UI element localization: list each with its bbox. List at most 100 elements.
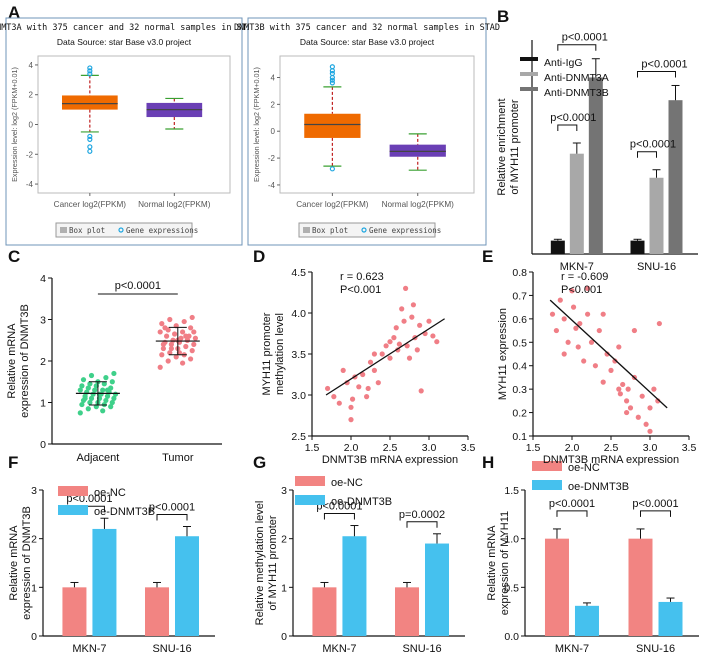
data-point <box>188 356 194 362</box>
data-point <box>365 385 371 392</box>
outlier-point <box>87 136 93 142</box>
legend-entry: Anti-IgG <box>544 57 583 69</box>
panel-letter-h: H <box>482 453 494 472</box>
y-tick-label: 0 <box>40 439 46 451</box>
significance-label: p<0.0001 <box>316 501 362 513</box>
data-point <box>581 358 587 364</box>
data-point <box>393 325 399 331</box>
y-tick-label: 1.0 <box>504 534 519 546</box>
data-point <box>616 344 622 350</box>
data-point <box>344 380 350 386</box>
bar-oe-nc <box>628 538 653 636</box>
x-tick-label: Adjacent <box>76 452 119 464</box>
y-tick-label: -4 <box>26 180 34 189</box>
y-axis-label: of MYH11 promoter <box>267 515 279 611</box>
y-tick-label: 2 <box>29 91 34 100</box>
data-point <box>85 406 91 412</box>
bar-oe-dnmt3b <box>92 528 117 636</box>
x-tick-label: MKN-7 <box>560 261 594 273</box>
legend-swatch <box>520 87 538 91</box>
data-point <box>625 386 631 392</box>
box-header: DNMT3B with 375 cancer and 32 normal sam… <box>234 23 500 33</box>
outlier-point <box>87 65 93 71</box>
y-axis-label: MYH11 expression <box>497 308 509 400</box>
panel-letter-d: D <box>253 247 265 266</box>
bar-oe-nc <box>62 587 87 636</box>
data-point <box>549 311 556 317</box>
correlation-r: r = -0.609 <box>561 271 608 283</box>
data-point <box>635 414 641 420</box>
data-point <box>655 398 661 404</box>
data-point <box>639 393 645 399</box>
bar-oe-nc <box>544 538 569 636</box>
significance-bracket <box>556 510 588 517</box>
box-panel-frame <box>247 17 487 246</box>
outlier-point <box>329 166 335 172</box>
data-point <box>585 311 591 317</box>
y-tick-label: 0.8 <box>512 267 527 279</box>
significance-bracket <box>557 44 597 51</box>
bar-oe-dnmt3b <box>574 605 599 636</box>
y-axis-label: Expression level: log2 (FPKM+0.01) <box>10 67 19 182</box>
significance-label: p<0.0001 <box>641 58 687 70</box>
panel-letter-e: E <box>482 247 493 266</box>
data-point <box>624 398 630 404</box>
data-point <box>557 297 563 303</box>
panel-letter-b: B <box>497 7 509 26</box>
data-point <box>356 384 362 390</box>
bar-oe-dnmt3b <box>658 601 683 636</box>
data-point <box>656 320 662 327</box>
data-point <box>371 351 377 357</box>
outlier-point <box>329 70 335 77</box>
data-point <box>183 333 189 339</box>
x-tick-label: MKN-7 <box>72 643 106 655</box>
x-axis-label: DNMT3B mRNA expression <box>543 454 679 466</box>
data-point <box>612 358 618 364</box>
y-tick-label: 3.5 <box>291 349 306 361</box>
plot-area <box>279 55 475 194</box>
data-point <box>608 367 614 373</box>
data-point <box>87 399 93 406</box>
y-tick-label: 0 <box>281 631 287 643</box>
y-tick-label: 0.3 <box>512 384 527 396</box>
bar-anti-igg <box>630 240 645 254</box>
data-point <box>588 339 595 345</box>
data-point <box>77 387 83 393</box>
x-tick-label: Cancer log2(FPKM) <box>54 200 127 209</box>
y-tick-label: 1 <box>40 398 46 410</box>
data-point <box>165 358 171 364</box>
legend-swatch <box>532 461 562 471</box>
box-cancer <box>62 95 118 110</box>
y-tick-label: 0.4 <box>512 361 527 373</box>
data-point <box>349 396 356 402</box>
x-tick-label: 2.5 <box>383 442 398 454</box>
legend-swatch <box>532 480 562 490</box>
x-tick-label: 3.0 <box>422 442 437 454</box>
data-point <box>600 311 606 317</box>
y-tick-label: 0.1 <box>512 431 527 443</box>
data-point <box>159 321 165 327</box>
y-axis-label: expression of DNMT3B <box>21 506 33 620</box>
bar-anti-dnmt3b <box>588 77 603 254</box>
data-point <box>157 329 163 335</box>
legend-entry: Gene expressions <box>126 226 198 235</box>
data-point <box>168 345 174 352</box>
y-tick-label: 4 <box>29 61 34 70</box>
legend-entry: oe-NC <box>568 462 600 474</box>
data-point <box>191 329 197 335</box>
y-axis-label: Expression level: log2 (FPKM+0.01) <box>252 67 261 182</box>
data-point <box>417 322 423 328</box>
outlier-point <box>87 68 93 74</box>
legend-entry: oe-DNMT3B <box>568 481 629 493</box>
box-panel-frame <box>5 17 243 246</box>
y-tick-label: -2 <box>268 154 276 163</box>
legend-swatch <box>295 495 325 505</box>
box-subtitle: Data Source: star Base v3.0 project <box>300 37 435 47</box>
legend-swatch <box>520 57 538 61</box>
data-point <box>88 395 95 401</box>
y-axis-label: Relative mRNA <box>8 525 20 601</box>
outlier-point <box>87 148 93 154</box>
data-point <box>401 318 407 324</box>
data-point <box>192 335 198 341</box>
correlation-r: r = 0.623 <box>340 271 384 283</box>
